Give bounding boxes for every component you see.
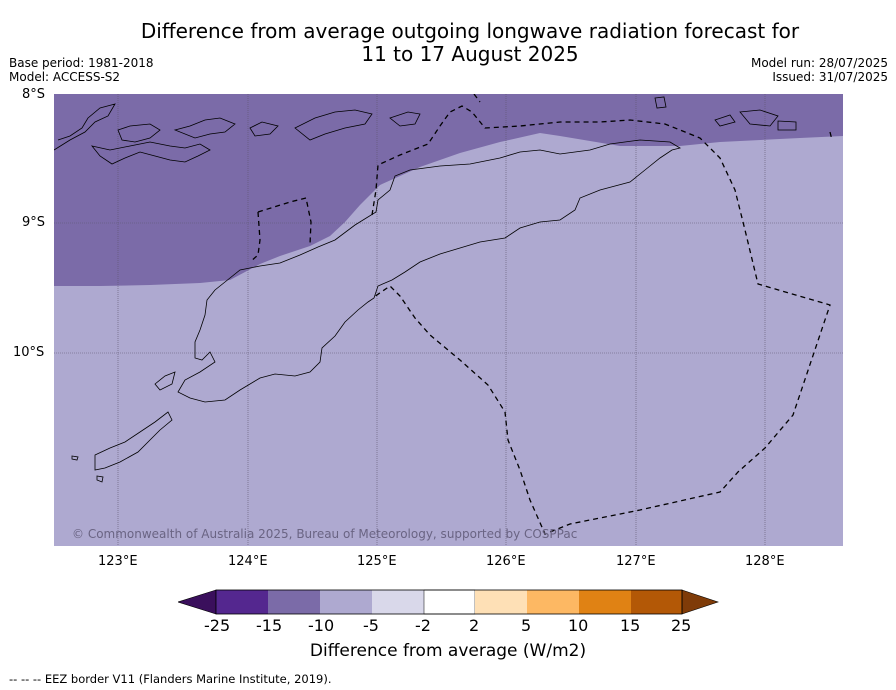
lon-label-126e: 126°E — [486, 554, 526, 569]
colorbar-bin-2 — [268, 590, 320, 614]
colorbar-bin-8 — [579, 590, 631, 614]
base-period: Base period: 1981-2018 — [9, 56, 154, 70]
colorbar-tick: 5 — [521, 616, 532, 635]
band-minus15-minus10 — [54, 94, 843, 286]
lon-label-125e: 125°E — [357, 554, 397, 569]
lat-label-10s: 10°S — [13, 345, 45, 360]
colorbar-tick: 10 — [568, 616, 589, 635]
meta-right: Model run: 28/07/2025 Issued: 31/07/2025 — [751, 56, 888, 84]
lon-label-123e: 123°E — [98, 554, 138, 569]
timor-coast — [177, 139, 682, 403]
eez-oecusse — [249, 197, 312, 263]
issued-date: Issued: 31/07/2025 — [772, 70, 888, 84]
lat-label-9s: 9°S — [22, 215, 46, 230]
colorbar-extend-high — [681, 589, 719, 615]
colorbar-extend-low — [178, 589, 217, 615]
colorbar-tick: -25 — [204, 616, 231, 635]
eez-timor-leste — [371, 105, 831, 535]
colorbar-outline — [215, 589, 683, 615]
lon-label-127e: 127°E — [616, 554, 656, 569]
map-svg: © Commonwealth of Australia 2025, Bureau… — [54, 94, 843, 546]
colorbar-bin-9 — [631, 590, 682, 614]
colorbar-tick: 2 — [469, 616, 480, 635]
colorbar-bin-1 — [216, 590, 268, 614]
colorbar-bin-6 — [475, 590, 527, 614]
coastlines — [54, 96, 797, 483]
model-name: Model: ACCESS-S2 — [9, 70, 121, 84]
colorbar-bin-3 — [320, 590, 372, 614]
colorbar-tick: -5 — [363, 616, 379, 635]
flores-islands — [54, 103, 373, 165]
eez-footer-note: -- -- -- EEZ border V11 (Flanders Marine… — [9, 672, 332, 686]
colorbar-bin-7 — [527, 590, 579, 614]
colorbar-tick: -2 — [415, 616, 431, 635]
colorbar-bin-5 — [423, 589, 476, 615]
map-title: Difference from average outgoing longwav… — [90, 20, 850, 66]
meta-left: Base period: 1981-2018 Model: ACCESS-S2 — [9, 56, 154, 84]
island-sw-1 — [154, 371, 176, 391]
model-run: Model run: 28/07/2025 — [750, 56, 888, 70]
colorbar-tick: 25 — [671, 616, 692, 635]
eez-right-edge — [829, 131, 833, 141]
island-north-2 — [654, 96, 667, 109]
lat-label-8s: 8°S — [22, 87, 46, 102]
graticule — [54, 94, 843, 546]
map-panel: © Commonwealth of Australia 2025, Bureau… — [54, 94, 843, 546]
colorbar-label: Difference from average (W/m2) — [309, 641, 587, 661]
colorbar-tick: -10 — [308, 616, 335, 635]
colorbar-tick: -15 — [256, 616, 283, 635]
eez-top — [473, 94, 481, 103]
colorbar — [178, 589, 719, 615]
lon-label-128e: 128°E — [745, 554, 785, 569]
title-line-1: Difference from average outgoing longwav… — [140, 19, 800, 43]
title-line-2: 11 to 17 August 2025 — [361, 42, 579, 66]
island-north-3 — [714, 109, 797, 131]
island-north-1 — [389, 111, 421, 127]
island-sw-3 — [71, 455, 104, 483]
colorbar-tick: 15 — [620, 616, 641, 635]
colorbar-bin-4 — [372, 590, 424, 614]
eez-borders — [249, 94, 833, 535]
lon-label-124e: 124°E — [228, 554, 268, 569]
island-sw-2 — [94, 411, 173, 471]
map-copyright: © Commonwealth of Australia 2025, Bureau… — [72, 527, 577, 541]
